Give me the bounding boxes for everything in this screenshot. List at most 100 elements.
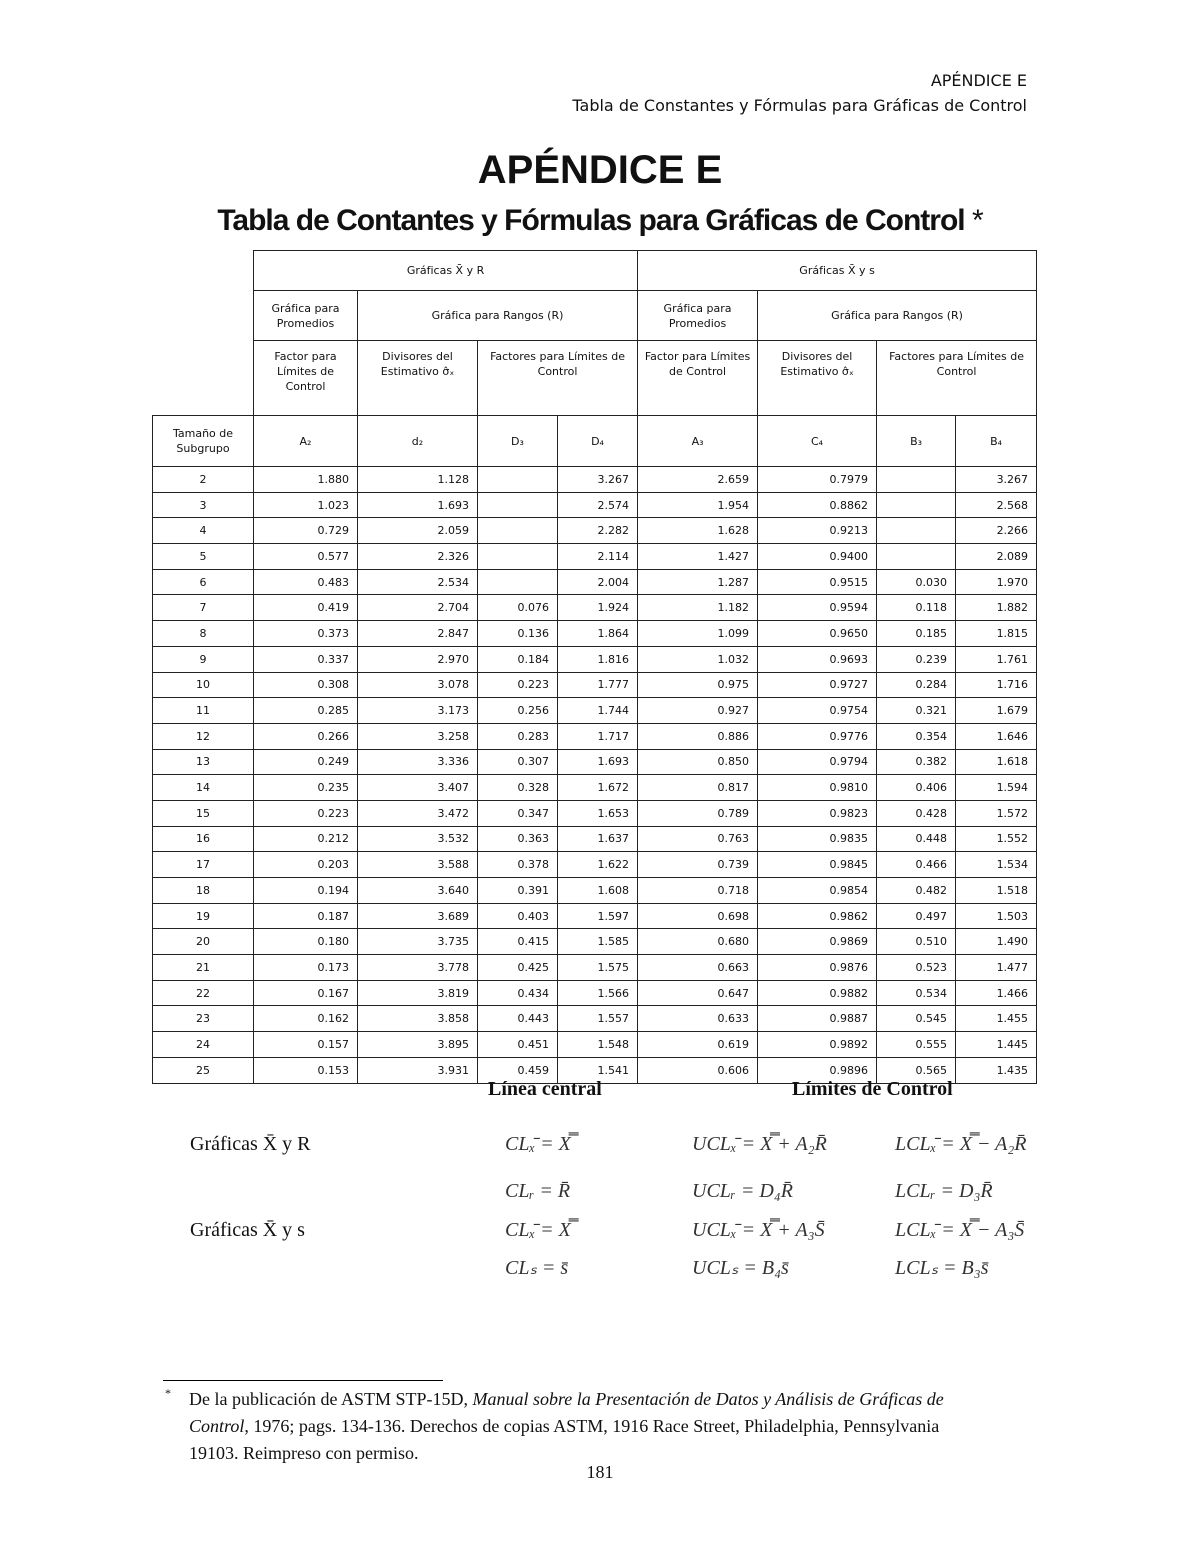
footnote-italic: Manual sobre la Presentación de Datos y … [189,1389,944,1436]
row-label: 18 [152,877,254,904]
table-cell: 0.9896 [757,1056,878,1084]
formula-header: Línea central [488,1078,602,1100]
table-cell: 0.633 [637,1005,759,1033]
table-cell: 3.078 [357,671,478,699]
group-header: Gráficas X̄ y R [252,250,639,291]
table-cell: 1.557 [556,1005,639,1033]
factor-header: Divisores del Estimativo σ̂ₓ [757,340,878,416]
formula-label: Gráficas X̄ y s [190,1219,305,1241]
table-cell: 1.552 [955,825,1038,853]
table-cell: 0.9794 [757,748,878,776]
factor-header: Factor para Límites de Control [637,340,759,416]
row-label: 7 [152,594,254,622]
table-cell: 0.729 [253,517,358,545]
formula-header: Límites de Control [792,1078,953,1100]
footnote-mark: * [165,1386,171,1400]
table-cell: 0.167 [253,979,358,1007]
table-cell: 0.256 [477,697,558,724]
table-cell: 0.927 [637,697,759,724]
table-cell: 0.565 [876,1056,957,1084]
table-cell: 0.307 [477,748,558,776]
header-subtitle: Tabla de Constantes y Fórmulas para Gráf… [572,96,1027,115]
table-cell: 0.185 [876,620,957,647]
table-cell: 3.819 [357,979,478,1007]
table-cell: 0.9854 [757,877,878,904]
formula: LCLₓ̄ = X̿ − A₃S̄ [895,1219,1025,1241]
running-header: APÉNDICE E Tabla de Constantes y Fórmula… [572,68,1027,118]
heading-text: Tabla de Contantes y Fórmulas para Gráfi… [217,204,965,237]
table-cell: 0.9754 [757,697,878,724]
table-cell: 1.435 [955,1056,1038,1084]
column-header-row: Tamaño de Subgrupo A₂ d₂ D₃ D₄ A₃ C₄ B₃ B₄ [152,415,1038,467]
table-cell: 0.459 [477,1056,558,1084]
table-cell: 1.427 [637,543,759,570]
column-header: A₃ [637,415,759,467]
table-cell: 0.391 [477,877,558,904]
table-cell: 0.239 [876,645,957,673]
row-label: 4 [152,517,254,545]
table-cell: 0.466 [876,851,957,878]
table-cell: 3.689 [357,902,478,930]
table-cell: 1.182 [637,594,759,622]
table-cell: 0.7979 [757,466,878,493]
table-cell: 1.679 [955,697,1038,724]
table-cell: 0.451 [477,1031,558,1058]
row-label: 14 [152,774,254,801]
footnote-text-before: De la publicación de ASTM STP-15D, [189,1389,473,1409]
table-cell: 0.9869 [757,928,878,956]
table-row: 5 0.577 2.326 2.114 1.427 0.9400 2.089 [152,543,1038,570]
factor-header: Divisores del Estimativo σ̂ₓ [357,340,478,416]
table-cell: 3.895 [357,1031,478,1058]
table-cell: 1.572 [955,799,1038,827]
factor-header: Factor para Límites de Control [253,340,358,416]
table-cell: 2.534 [357,568,478,596]
table-cell: 1.646 [955,722,1038,750]
table-cell: 0.283 [477,722,558,750]
table-cell: 0.347 [477,799,558,827]
table-cell: 0.194 [253,877,358,904]
table-cell: 1.597 [556,902,639,930]
table-cell: 2.847 [357,620,478,647]
table-cell: 1.761 [955,645,1038,673]
table-cell: 1.594 [955,774,1038,801]
footnote-text: De la publicación de ASTM STP-15D, Manua… [189,1386,985,1467]
table-row: 4 0.729 2.059 2.282 1.628 0.9213 2.266 [152,517,1038,545]
footnote: * De la publicación de ASTM STP-15D, Man… [165,1386,985,1467]
table-cell: 1.693 [556,748,639,776]
table-cell: 0.382 [876,748,957,776]
blank-cell [152,250,254,416]
footnote-text-after: , 1976; pags. 134-136. Derechos de copia… [189,1416,940,1463]
table-cell: 1.777 [556,671,639,699]
table-cell [876,491,957,519]
formula: UCLₓ̄ = X̿ + A₃S̄ [692,1219,825,1241]
table-cell: 0.975 [637,671,759,699]
formula: CLₓ̄ = X̿ [505,1133,571,1155]
column-header: D₄ [556,415,639,467]
table-row: 2 1.880 1.128 3.267 2.659 0.7979 3.267 [152,466,1038,493]
table-row: 6 0.483 2.534 2.004 1.287 0.9515 0.030 1.970 [152,568,1038,596]
table-cell: 0.9693 [757,645,878,673]
row-label: 8 [152,620,254,647]
table-cell: 3.778 [357,954,478,981]
table-cell: 2.089 [955,543,1038,570]
table-cell: 2.059 [357,517,478,545]
formula-label: Gráficas X̄ y R [190,1133,311,1155]
row-label: 22 [152,979,254,1007]
table-cell: 0.9594 [757,594,878,622]
table-cell: 0.763 [637,825,759,853]
table-cell: 2.114 [556,543,639,570]
table-cell: 0.419 [253,594,358,622]
table-cell: 1.924 [556,594,639,622]
table-cell: 0.817 [637,774,759,801]
table-cell [477,517,558,545]
table-row: 12 0.266 3.258 0.283 1.717 0.886 0.9776 0.354 1.… [152,722,1038,750]
table-cell: 3.267 [556,466,639,493]
table-cell: 0.9862 [757,902,878,930]
table-cell: 1.628 [637,517,759,545]
subgroup-header: Gráfica para Rangos (R) [757,290,1038,341]
column-header: d₂ [357,415,478,467]
subgroup-header: Gráfica para Promedios [253,290,358,341]
table-cell: 0.354 [876,722,957,750]
table-cell: 1.744 [556,697,639,724]
row-label: 13 [152,748,254,776]
